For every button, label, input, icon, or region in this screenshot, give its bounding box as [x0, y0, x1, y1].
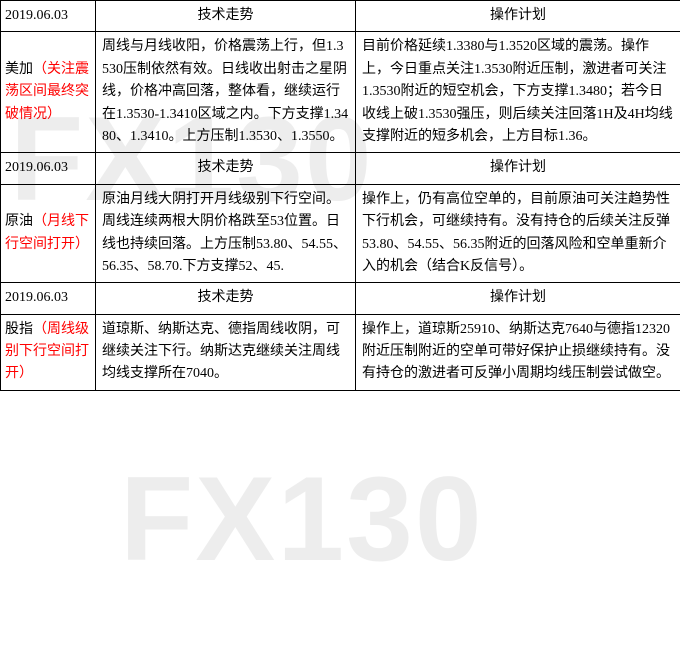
- instrument-name: 美加: [5, 62, 33, 77]
- date-cell: 2019.06.03: [1, 1, 96, 32]
- plan-content: 目前价格延续1.3380与1.3520区域的震荡。操作上，今日重点关注1.353…: [356, 32, 680, 153]
- tech-header: 技术走势: [96, 283, 356, 314]
- table-header-row: 2019.06.03 技术走势 操作计划: [1, 153, 680, 184]
- tech-header: 技术走势: [96, 1, 356, 32]
- plan-header: 操作计划: [356, 1, 680, 32]
- instrument-label: 股指（周线级别下行空间打开）: [1, 314, 96, 390]
- instrument-name: 股指: [5, 322, 33, 337]
- tech-content: 周线与月线收阳，价格震荡上行，但1.3530压制依然有效。日线收出射击之星阴线，…: [96, 32, 356, 153]
- instrument-label: 原油（月线下行空间打开）: [1, 184, 96, 283]
- plan-content: 操作上，仍有高位空单的，目前原油可关注趋势性下行机会，可继续持有。没有持仓的后续…: [356, 184, 680, 283]
- instrument-name: 原油: [5, 214, 33, 229]
- date-cell: 2019.06.03: [1, 283, 96, 314]
- tech-content: 道琼斯、纳斯达克、德指周线收阴，可继续关注下行。纳斯达克继续关注周线均线支撑所在…: [96, 314, 356, 390]
- table-row: 原油（月线下行空间打开） 原油月线大阴打开月线级别下行空间。周线连续两根大阴价格…: [1, 184, 680, 283]
- plan-header: 操作计划: [356, 283, 680, 314]
- watermark: FX130: [120, 450, 484, 588]
- tech-header: 技术走势: [96, 153, 356, 184]
- plan-content: 操作上，道琼斯25910、纳斯达克7640与德指12320附近压制附近的空单可带…: [356, 314, 680, 390]
- date-cell: 2019.06.03: [1, 153, 96, 184]
- analysis-table: 2019.06.03 技术走势 操作计划 美加（关注震荡区间最终突破情况） 周线…: [0, 0, 680, 391]
- tech-content: 原油月线大阴打开月线级别下行空间。周线连续两根大阴价格跌至53位置。日线也持续回…: [96, 184, 356, 283]
- instrument-label: 美加（关注震荡区间最终突破情况）: [1, 32, 96, 153]
- table-row: 美加（关注震荡区间最终突破情况） 周线与月线收阳，价格震荡上行，但1.3530压…: [1, 32, 680, 153]
- table-header-row: 2019.06.03 技术走势 操作计划: [1, 283, 680, 314]
- table-header-row: 2019.06.03 技术走势 操作计划: [1, 1, 680, 32]
- table-row: 股指（周线级别下行空间打开） 道琼斯、纳斯达克、德指周线收阴，可继续关注下行。纳…: [1, 314, 680, 390]
- plan-header: 操作计划: [356, 153, 680, 184]
